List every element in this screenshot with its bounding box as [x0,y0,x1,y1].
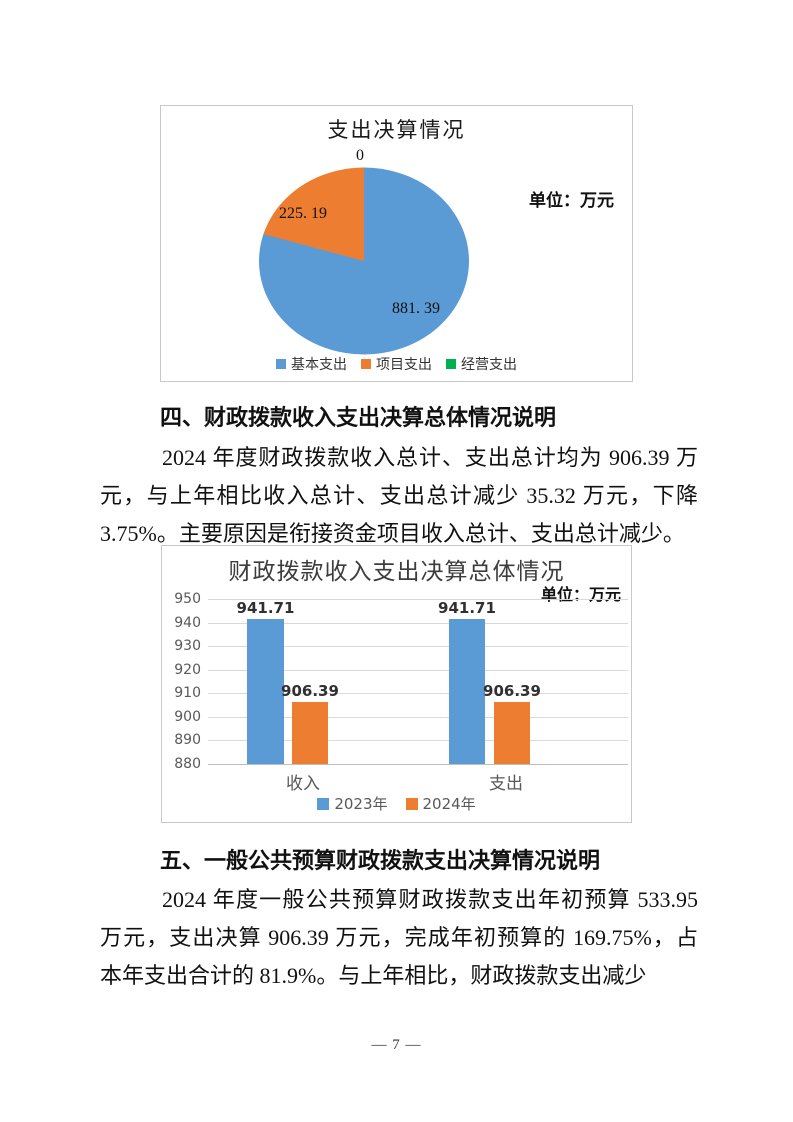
legend-swatch-icon [405,797,418,810]
pie-legend-item: 基本支出 [276,354,347,374]
section5-paragraph: 2024 年度一般公共预算财政拨款支出年初预算 533.95 万元，支出决算 90… [100,881,698,995]
bar-2024年-收入 [292,701,328,764]
gridline [208,622,628,624]
pie-legend-item: 项目支出 [361,354,432,374]
gridline [208,599,628,600]
legend-label: 2024年 [422,795,476,813]
paragraph-line: 本年支出合计的 81.9%。与上年相比，财政拨款支出减少 [100,963,647,988]
paragraph-line: 万元，支出决算 906.39 万元，完成年初预算的 169.75%，占 [100,925,698,950]
section5-heading: 五、一般公共预算财政拨款支出决算情况说明 [160,848,601,873]
pie-graphic [259,167,469,355]
pie-legend: 基本支出 项目支出 经营支出 [161,354,632,374]
legend-swatch-icon [446,359,456,369]
pie-value-label-operating: 0 [356,147,364,164]
legend-label: 经营支出 [461,358,517,373]
bar-chart-title: 财政拨款收入支出决算总体情况 [228,559,565,584]
y-axis-tick-label: 880 [174,756,201,772]
x-axis-category-label: 收入 [286,774,320,793]
paragraph-line: 3.75%。主要原因是衔接资金项目收入总计、支出总计减少。 [100,521,685,546]
bar-unit-label: 单位：万元 [540,587,621,604]
y-axis-tick-label: 930 [174,638,201,655]
section4-paragraph: 2024 年度财政拨款收入总计、支出总计均为 906.39 万元，与上年相比收入… [100,439,698,553]
pie-unit-label: 单位：万元 [529,191,614,210]
gridline [208,669,628,671]
y-axis-tick-label: 940 [174,614,201,631]
bar-legend-item: 2024年 [405,793,476,814]
x-axis-category-label: 支出 [489,774,523,793]
legend-label: 基本支出 [291,358,347,373]
y-axis-tick-label: 910 [174,685,201,702]
bar-2023年-支出 [449,618,485,764]
paragraph-line: 元，与上年相比收入总计、支出总计减少 35.32 万元，下降 [100,483,698,508]
section4-heading: 四、财政拨款收入支出决算总体情况说明 [160,405,557,430]
bar-legend-item: 2023年 [317,793,388,814]
pie-chart-container: 支出决算情况 单位：万元 0 225. 19 881. 39 基本支出 项目支出 经… [160,105,633,382]
legend-label: 2023年 [334,795,388,813]
y-axis-tick-label: 900 [174,708,201,725]
paragraph-line: 2024 年度一般公共预算财政拨款支出年初预算 533.95 [162,887,698,912]
bar-2024年-支出 [494,701,530,764]
y-axis-tick-label: 890 [174,732,201,749]
bar-value-label: 941.71 [236,598,295,617]
legend-label: 项目支出 [376,358,432,373]
gridline [208,693,628,695]
pie-legend-item: 经营支出 [446,354,517,374]
bar-value-label: 941.71 [438,598,496,617]
bar-2023年-收入 [247,618,284,764]
pie-chart-title: 支出决算情况 [327,118,466,142]
page-number: — 7 — [371,1037,422,1053]
pie-value-label-project: 225. 19 [279,205,327,222]
y-axis-tick-label: 950 [174,591,201,607]
paragraph-line: 2024 年度财政拨款收入总计、支出总计均为 906.39 万 [162,445,698,470]
legend-swatch-icon [361,359,371,369]
bar-value-label: 906.39 [281,681,339,700]
legend-swatch-icon [276,359,286,369]
gridline [208,646,628,648]
y-axis-tick-label: 920 [174,661,201,678]
legend-swatch-icon [317,797,330,810]
pie-value-label-basic: 881. 39 [392,300,440,317]
gridline [208,764,628,765]
bar-legend: 2023年 2024年 [162,793,631,814]
gridline [208,716,628,718]
bar-value-label: 906.39 [483,681,541,700]
bar-chart-container: 财政拨款收入支出决算总体情况 单位：万元 950 940 930 920 910 900 8… [161,545,632,823]
gridline [208,740,628,742]
